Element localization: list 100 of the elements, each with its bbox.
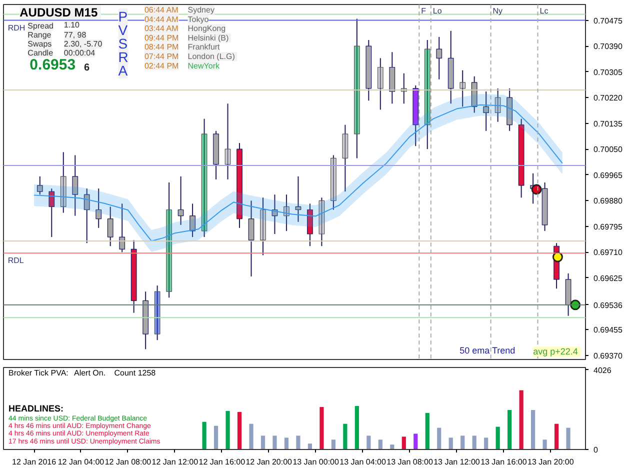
bar: [237, 412, 242, 450]
x-tick-label: 13 Jan 12:00: [434, 458, 480, 466]
candlestick: [460, 70, 466, 108]
bar: [460, 436, 465, 450]
ref-line-label: Lc: [540, 6, 548, 16]
bar: [554, 424, 559, 450]
bar: [272, 436, 277, 450]
annotation: Candle: [28, 48, 54, 58]
y-tick-label: 0.69455: [594, 325, 623, 334]
ref-line-label: Lo: [432, 6, 442, 16]
annotation: Broker Tick PVA:: [8, 368, 68, 378]
candlestick: [72, 154, 78, 216]
candlestick: [377, 58, 384, 110]
candlestick: [190, 203, 196, 238]
annotation: 6: [84, 62, 90, 74]
annotation: 07:44 PM: [144, 52, 180, 61]
y-tick-label: 0.70135: [594, 119, 623, 128]
ref-line-label: RDH: [8, 23, 26, 32]
bar: [296, 436, 300, 450]
x-tick-label: 13 Jan 08:00: [386, 458, 434, 466]
ref-line-label: RDL: [8, 256, 24, 266]
bar: [378, 440, 382, 450]
annotation: AUDUSD M15: [20, 6, 98, 20]
bar: [202, 422, 206, 450]
bar: [308, 444, 312, 450]
bar: [519, 390, 524, 450]
annotation: 77, 98: [64, 30, 87, 40]
annotation: Tokyo: [188, 14, 210, 24]
y-tick-label: 0.70050: [594, 145, 623, 154]
y-tick-label: 4026: [594, 366, 612, 375]
annotation: London (L.G): [188, 52, 236, 61]
annotation: 04:44 AM: [144, 14, 179, 24]
candlestick: [36, 176, 43, 196]
ref-line-label: F: [421, 6, 426, 16]
annotation: Sydney: [188, 6, 214, 14]
bar: [508, 410, 512, 450]
annotation: 03:44 AM: [144, 24, 179, 34]
bar: [484, 438, 488, 450]
bar: [542, 440, 547, 450]
y-tick-label: 0.69710: [594, 248, 623, 258]
annotation: Alert On.: [74, 368, 106, 378]
candlestick: [330, 154, 336, 210]
bar: [260, 436, 266, 450]
candlestick: [354, 18, 360, 159]
bar: [249, 424, 254, 450]
bar: [425, 412, 430, 450]
bar: [331, 440, 336, 450]
annotation: HEADLINES:: [8, 404, 64, 414]
annotation: PVSRA: [118, 8, 128, 78]
y-tick-label: 0.69965: [594, 170, 623, 180]
x-tick-label: 13 Jan 04:00: [340, 458, 386, 466]
annotation: avg p+22.4: [533, 346, 578, 356]
y-tick-label: 0.69536: [594, 300, 623, 310]
candlestick: [295, 176, 302, 222]
bar: [531, 410, 536, 450]
bar: [448, 438, 453, 450]
annotation: 0.6953: [30, 56, 76, 74]
x-tick-label: 12 Jan 20:00: [246, 458, 293, 466]
bar: [496, 426, 500, 450]
x-tick-label: 12 Jan 2016: [12, 458, 57, 466]
annotation: 00:00:04: [64, 48, 96, 58]
annotation: 06:44 AM: [144, 6, 179, 14]
annotation: 50 ema Trend: [460, 346, 516, 356]
y-tick-label: 0.69795: [594, 222, 623, 232]
bar: [366, 436, 371, 450]
x-tick-label: 13 Jan 00:00: [292, 458, 340, 466]
candlestick: [96, 188, 102, 228]
annotation: Count 1258: [114, 368, 156, 378]
annotation: Frankfurt: [188, 42, 221, 52]
bar: [437, 428, 442, 450]
candlestick: [342, 124, 348, 192]
candlestick: [48, 188, 55, 238]
bar: [343, 424, 348, 450]
bar: [566, 428, 570, 450]
bar: [402, 436, 406, 450]
candlestick: [436, 36, 442, 80]
point: [531, 184, 542, 195]
bar: [226, 410, 230, 450]
y-tick-label: 0.69370: [594, 351, 623, 360]
x-tick-label: 12 Jan 12:00: [152, 458, 199, 466]
annotation: 02:44 PM: [144, 61, 180, 70]
y-tick-label: 0.70305: [594, 68, 623, 77]
x-tick-label: 13 Jan 20:00: [528, 458, 574, 466]
candlestick: [107, 206, 114, 247]
bar: [320, 407, 324, 450]
x-tick-label: 12 Jan 04:00: [58, 458, 105, 466]
bar: [284, 438, 289, 450]
bar: [214, 426, 218, 450]
y-tick-label: 0: [594, 446, 598, 454]
annotation: NewYork: [188, 61, 220, 70]
candlestick: [119, 203, 126, 253]
candlestick: [84, 188, 90, 244]
x-tick-label: 12 Jan 16:00: [198, 458, 246, 466]
annotation: 08:44 PM: [144, 42, 180, 52]
y-tick-label: 0.70390: [594, 42, 623, 52]
x-tick-label: 12 Jan 08:00: [104, 458, 152, 466]
candlestick: [154, 285, 160, 341]
candlestick: [224, 103, 231, 180]
annotation: Spread: [28, 22, 54, 30]
annotation: Helsinki (B): [188, 33, 229, 42]
